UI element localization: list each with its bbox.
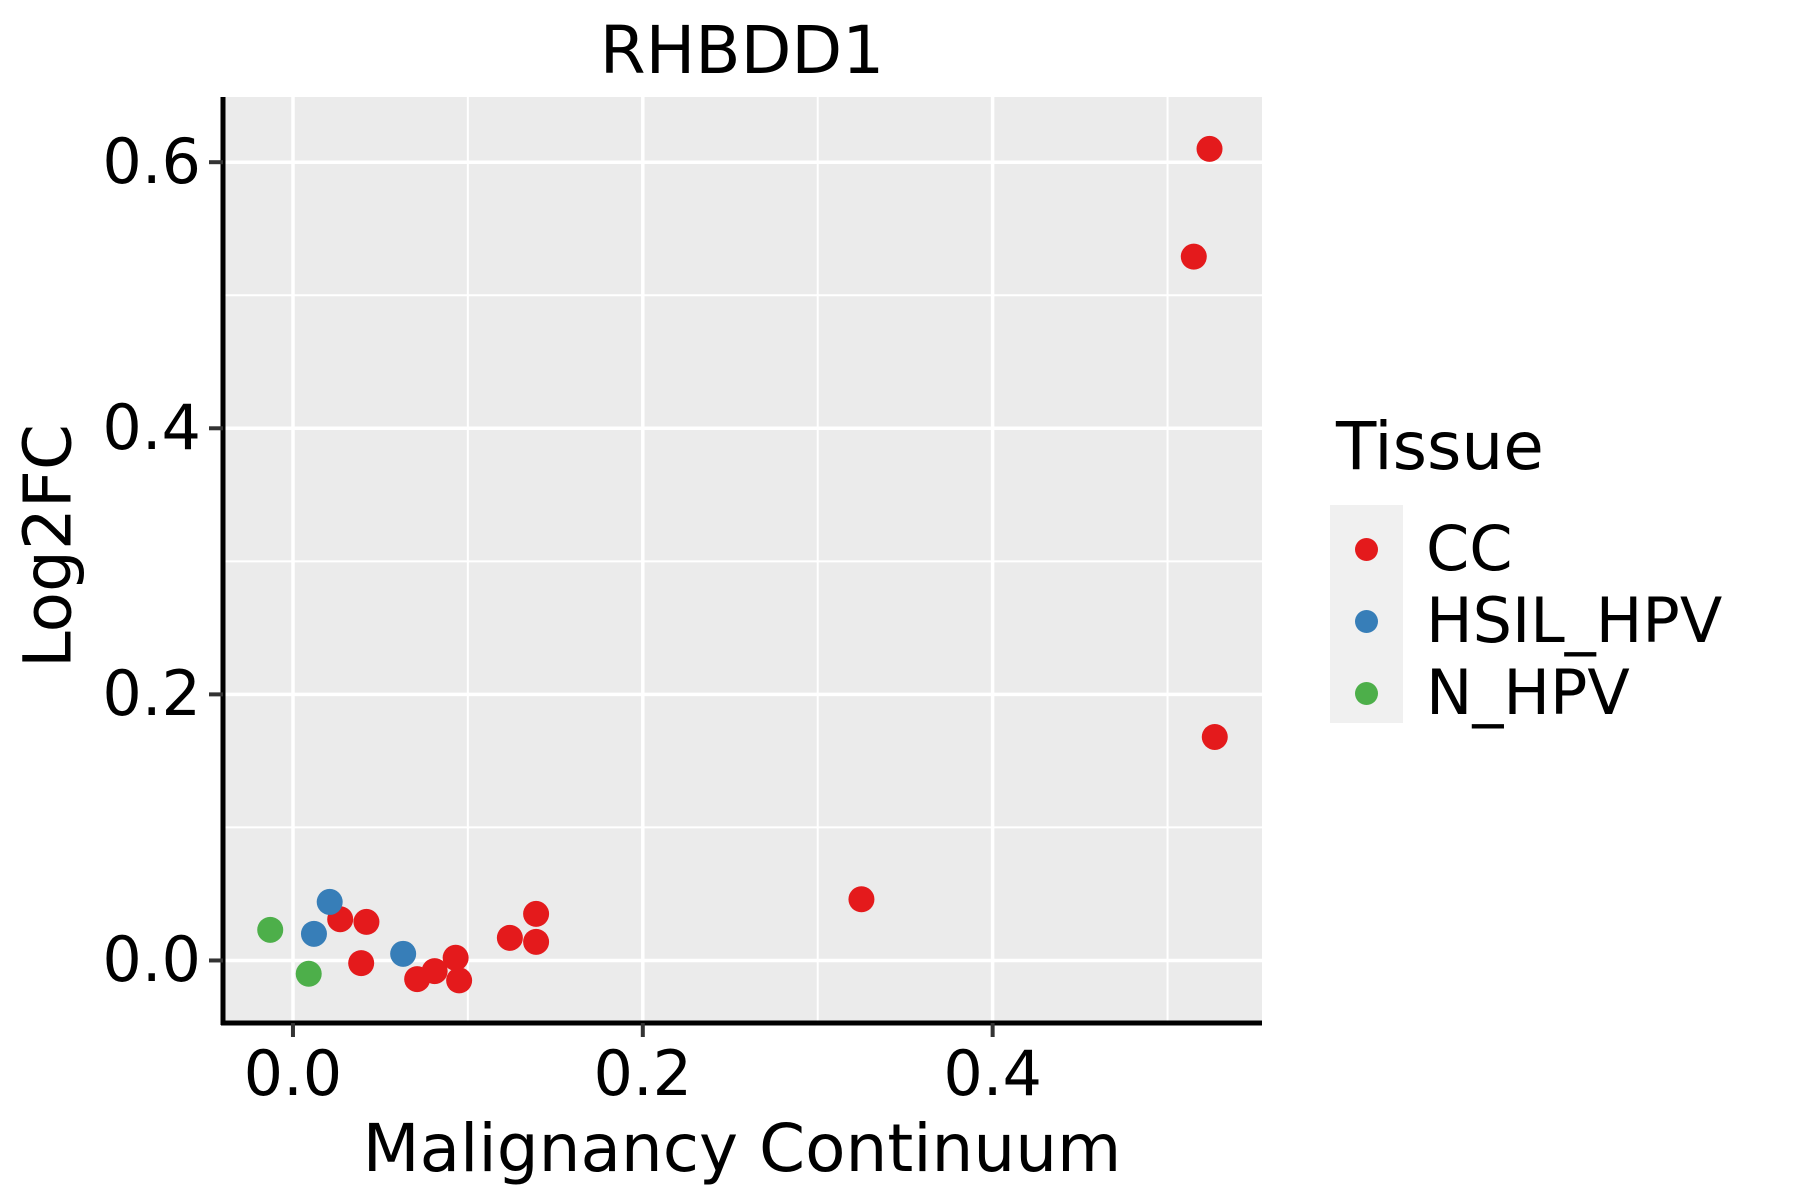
data-point-cc — [1201, 723, 1228, 750]
legend-dot-cc — [1355, 537, 1378, 561]
legend-label-hsil-hpv: HSIL_HPV — [1426, 584, 1723, 657]
data-point-cc — [496, 924, 523, 951]
legend-title: Tissue — [1336, 408, 1544, 485]
data-point-cc — [348, 950, 375, 977]
data-point-cc — [442, 944, 469, 971]
y-tick-label: 0.6 — [102, 125, 201, 199]
legend-item-cc: CC — [1330, 513, 1722, 585]
x-axis-label: Malignancy Continuum — [362, 1110, 1122, 1187]
data-point-cc — [353, 908, 380, 935]
legend-item-n-hpv: N_HPV — [1330, 657, 1722, 729]
data-point-hsil_hpv — [300, 920, 327, 947]
plot-title: RHBDD1 — [599, 12, 885, 89]
y-axis-label: Log2FC — [9, 424, 87, 668]
x-tick-label: 0.2 — [593, 1037, 693, 1110]
plot-panel — [223, 97, 1262, 1023]
data-point-cc — [523, 928, 550, 955]
y-tick-label: 0.2 — [102, 657, 201, 731]
y-tick-label: 0.0 — [102, 923, 201, 997]
legend-label-cc: CC — [1426, 512, 1513, 585]
y-tick-label: 0.4 — [102, 391, 201, 465]
legend: Tissue CC HSIL_HPV N_HPV — [1330, 408, 1722, 729]
data-point-cc — [523, 900, 550, 927]
data-point-n_hpv — [257, 916, 284, 943]
data-point-cc — [446, 967, 473, 994]
x-tick-label: 0.4 — [943, 1037, 1042, 1110]
data-point-cc — [421, 958, 448, 985]
data-point-cc — [1196, 135, 1223, 162]
data-point-cc — [848, 886, 875, 913]
legend-dot-n-hpv — [1355, 681, 1378, 705]
data-point-hsil_hpv — [390, 940, 417, 967]
legend-item-hsil-hpv: HSIL_HPV — [1330, 585, 1722, 657]
x-tick-label: 0.0 — [243, 1037, 343, 1110]
legend-dot-hsil-hpv — [1355, 609, 1378, 633]
data-point-n_hpv — [295, 960, 322, 987]
legend-label-n-hpv: N_HPV — [1426, 656, 1630, 729]
data-point-hsil_hpv — [316, 888, 343, 915]
data-point-cc — [1180, 243, 1207, 270]
